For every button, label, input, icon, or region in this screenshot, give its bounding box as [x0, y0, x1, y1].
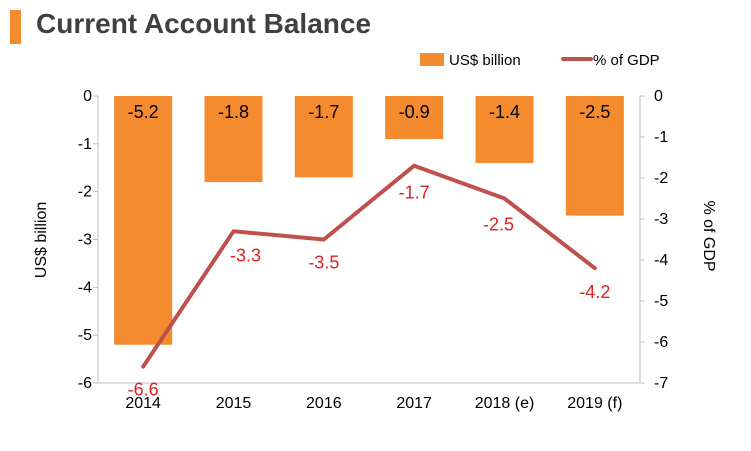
line-data-label: -3.3	[230, 245, 261, 265]
legend-bar-label: US$ billion	[449, 52, 521, 69]
right-tick-label: 0	[654, 88, 663, 105]
bar-data-label: -0.9	[399, 102, 430, 122]
bar-2018-e	[475, 96, 534, 163]
line-data-label: -4.2	[579, 282, 610, 302]
left-tick-label: -5	[78, 327, 92, 344]
line-data-label: -2.5	[483, 215, 514, 235]
x-tick-label: 2015	[216, 395, 252, 412]
page-title: Current Account Balance	[36, 8, 372, 39]
x-tick-label: 2017	[396, 395, 432, 412]
bar-2015	[204, 96, 263, 183]
x-tick-label: 2019 (f)	[567, 395, 622, 412]
right-tick-label: -6	[654, 334, 668, 351]
right-tick-label: -4	[654, 252, 668, 269]
title-accent-bar	[10, 10, 21, 44]
legend-bar-swatch	[420, 53, 444, 66]
legend-line-label: % of GDP	[593, 52, 660, 69]
left-tick-label: -2	[78, 184, 92, 201]
x-tick-label: 2014	[125, 395, 161, 412]
line-data-label: -6.6	[128, 380, 159, 400]
bar-data-label: -1.4	[489, 102, 520, 122]
left-tick-label: -1	[78, 136, 92, 153]
right-tick-label: -1	[654, 129, 668, 146]
right-tick-label: -3	[654, 211, 668, 228]
bar-data-label: -2.5	[579, 102, 610, 122]
bar-2019-f	[565, 96, 624, 216]
y-axis-title: US$ billion	[33, 202, 50, 278]
x-tick-label: 2016	[306, 395, 342, 412]
bar-2014	[114, 96, 173, 345]
left-tick-label: -4	[78, 279, 92, 296]
bar-2017	[385, 96, 444, 140]
left-tick-label: 0	[83, 88, 92, 105]
bar-data-label: -5.2	[128, 102, 159, 122]
right-tick-label: -7	[654, 375, 668, 392]
y2-axis-title: % of GDP	[700, 200, 717, 271]
left-tick-label: -3	[78, 232, 92, 249]
right-tick-label: -2	[654, 170, 668, 187]
bar-2016	[294, 96, 353, 178]
right-tick-label: -5	[654, 293, 668, 310]
line-data-label: -1.7	[399, 183, 430, 203]
line-data-label: -3.5	[308, 253, 339, 273]
gdp-line-series	[141, 163, 597, 369]
x-tick-label: 2018 (e)	[475, 395, 535, 412]
bar-data-label: -1.8	[218, 102, 249, 122]
left-tick-label: -6	[78, 375, 92, 392]
bar-data-label: -1.7	[308, 102, 339, 122]
